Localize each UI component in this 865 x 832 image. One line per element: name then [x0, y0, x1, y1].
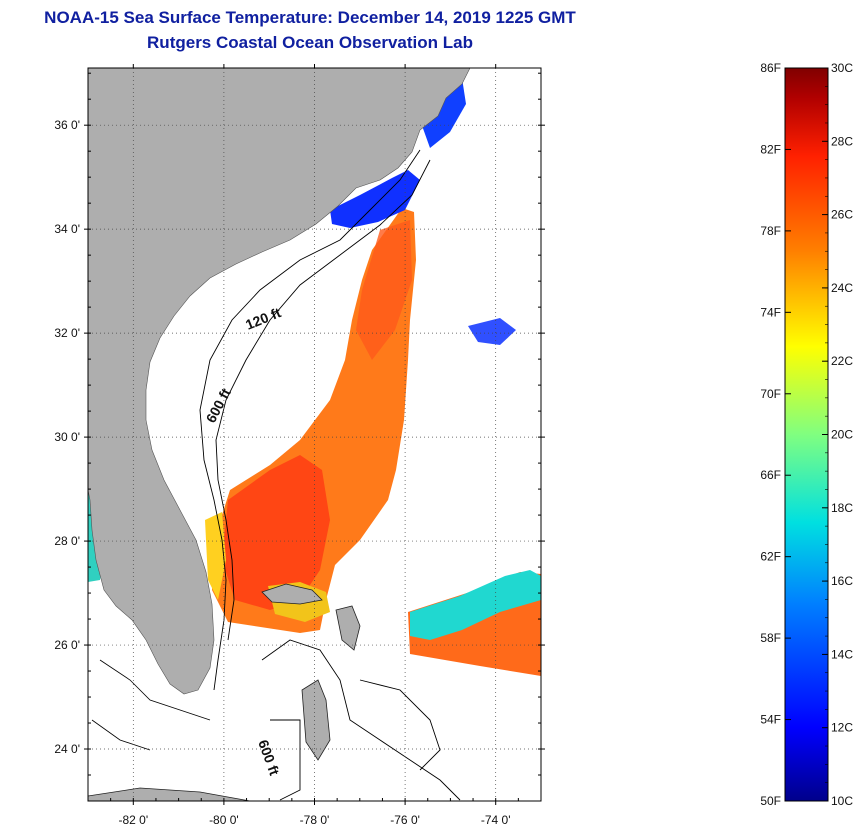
- colorbar-ticks: [785, 67, 828, 802]
- map-subtitle: Rutgers Coastal Ocean Observation Lab: [147, 33, 473, 52]
- colorbar-f-label: 66F: [760, 468, 781, 482]
- contour-120ft: [199, 149, 421, 691]
- colorbar-f-label: 78F: [760, 224, 781, 238]
- colorbar-c-label: 24C: [831, 281, 853, 295]
- colorbar-f-label: 74F: [760, 305, 781, 319]
- colorbar-c-label: 30C: [831, 61, 853, 75]
- colorbar: [784, 67, 829, 802]
- colorbar-c-label: 18C: [831, 501, 853, 515]
- axis-ticks: [84, 64, 545, 805]
- colorbar-f-label: 82F: [760, 142, 781, 156]
- colorbar-fahrenheit-labels: 86F 82F 78F 74F 70F 66F 62F 58F 54F 50F: [760, 61, 781, 808]
- colorbar-c-label: 28C: [831, 134, 853, 148]
- lon-tick-label: -78 0': [300, 813, 330, 827]
- colorbar-c-label: 26C: [831, 208, 853, 222]
- lat-tick-label: 24 0': [54, 742, 80, 756]
- colorbar-c-label: 12C: [831, 721, 853, 735]
- island-grand-bahama: [261, 583, 323, 605]
- contour-600ft: [215, 159, 431, 641]
- island-abaco: [335, 605, 361, 651]
- sst-cold-coastal: [330, 170, 420, 228]
- lat-tick-label: 32 0': [54, 326, 80, 340]
- sst-swath-east-cyan: [410, 570, 541, 640]
- lat-tick-label: 34 0': [54, 222, 80, 236]
- latitude-labels: 36 0' 34 0' 32 0' 30 0' 28 0' 26 0' 24 0': [54, 118, 80, 756]
- colorbar-f-label: 50F: [760, 794, 781, 808]
- colorbar-f-label: 70F: [760, 387, 781, 401]
- colorbar-f-label: 86F: [760, 61, 781, 75]
- contour-bahamas: [261, 639, 461, 801]
- sst-patch-northeast: [468, 318, 516, 345]
- colorbar-c-label: 14C: [831, 647, 853, 661]
- lon-tick-label: -80 0': [209, 813, 239, 827]
- colorbar-f-label: 58F: [760, 631, 781, 645]
- lat-tick-label: 28 0': [54, 534, 80, 548]
- sst-swath-red-band: [356, 220, 412, 360]
- lon-tick-label: -82 0': [118, 813, 148, 827]
- lat-tick-label: 36 0': [54, 118, 80, 132]
- land-cuba: [88, 787, 251, 801]
- lat-tick-label: 26 0': [54, 638, 80, 652]
- colorbar-f-label: 62F: [760, 550, 781, 564]
- colorbar-c-label: 20C: [831, 428, 853, 442]
- colorbar-c-label: 10C: [831, 794, 853, 808]
- lon-tick-label: -74 0': [481, 813, 511, 827]
- colorbar-celsius-labels: 30C 28C 26C 24C 22C 20C 18C 16C 14C 12C 10C: [831, 61, 853, 808]
- longitude-labels: -82 0' -80 0' -78 0' -76 0' -74 0': [118, 813, 510, 827]
- colorbar-c-label: 22C: [831, 354, 853, 368]
- sst-swath-warm-core: [222, 455, 330, 610]
- map-title: NOAA-15 Sea Surface Temperature: Decembe…: [44, 8, 576, 27]
- colorbar-f-label: 54F: [760, 713, 781, 727]
- island-andros: [301, 679, 331, 761]
- colorbar-c-label: 16C: [831, 574, 853, 588]
- contour-florida-keys: [91, 659, 211, 751]
- lat-tick-label: 30 0': [54, 430, 80, 444]
- lon-tick-label: -76 0': [390, 813, 420, 827]
- land-southeast-us: [88, 68, 471, 695]
